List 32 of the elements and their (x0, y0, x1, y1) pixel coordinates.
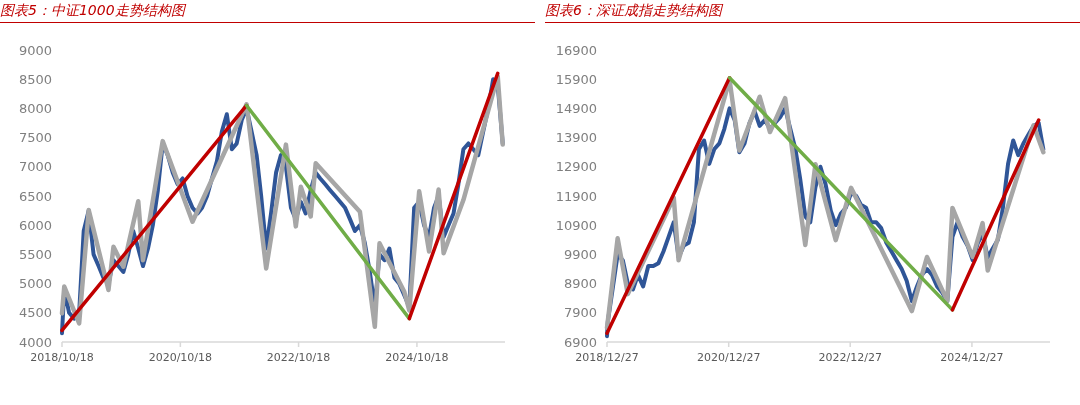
y-tick-label: 12900 (555, 159, 597, 175)
y-tick-label: 15900 (555, 71, 597, 87)
x-tick-label: 2020/12/27 (696, 351, 761, 364)
x-tick-label: 2018/12/27 (575, 351, 639, 364)
y-tick-label: 8500 (18, 71, 52, 87)
y-tick-label: 6500 (18, 188, 52, 204)
y-tick-label: 10900 (555, 217, 597, 233)
y-tick-label: 5000 (18, 276, 52, 292)
y-tick-label: 4500 (18, 305, 52, 321)
y-tick-label: 7000 (18, 159, 52, 175)
y-tick-label: 11900 (555, 188, 597, 204)
y-tick-label: 7500 (18, 130, 52, 146)
y-tick-label: 8000 (18, 100, 52, 116)
y-tick-label: 8900 (563, 276, 597, 292)
y-tick-label: 13900 (555, 130, 597, 146)
y-tick-label: 9900 (563, 246, 597, 262)
y-tick-label: 5500 (18, 246, 52, 262)
chart-title: 图表6：深证成指走势结构图 (545, 0, 1080, 23)
y-tick-label: 6000 (18, 217, 52, 233)
x-tick-label: 2022/12/27 (818, 351, 882, 364)
y-tick-label: 9000 (18, 42, 52, 58)
y-tick-label: 16900 (555, 42, 597, 58)
x-tick-label: 2020/10/18 (148, 351, 213, 364)
x-tick-label: 2024/10/18 (385, 351, 449, 364)
y-tick-label: 4000 (18, 334, 52, 350)
x-tick-label: 2024/12/27 (940, 351, 1004, 364)
y-tick-label: 6900 (563, 334, 597, 350)
x-tick-label: 2018/10/18 (30, 351, 94, 364)
x-tick-label: 2022/10/18 (266, 351, 331, 364)
y-tick-label: 7900 (563, 305, 597, 321)
y-tick-label: 14900 (555, 100, 597, 116)
chart-title: 图表5：中证1000走势结构图 (0, 0, 535, 23)
